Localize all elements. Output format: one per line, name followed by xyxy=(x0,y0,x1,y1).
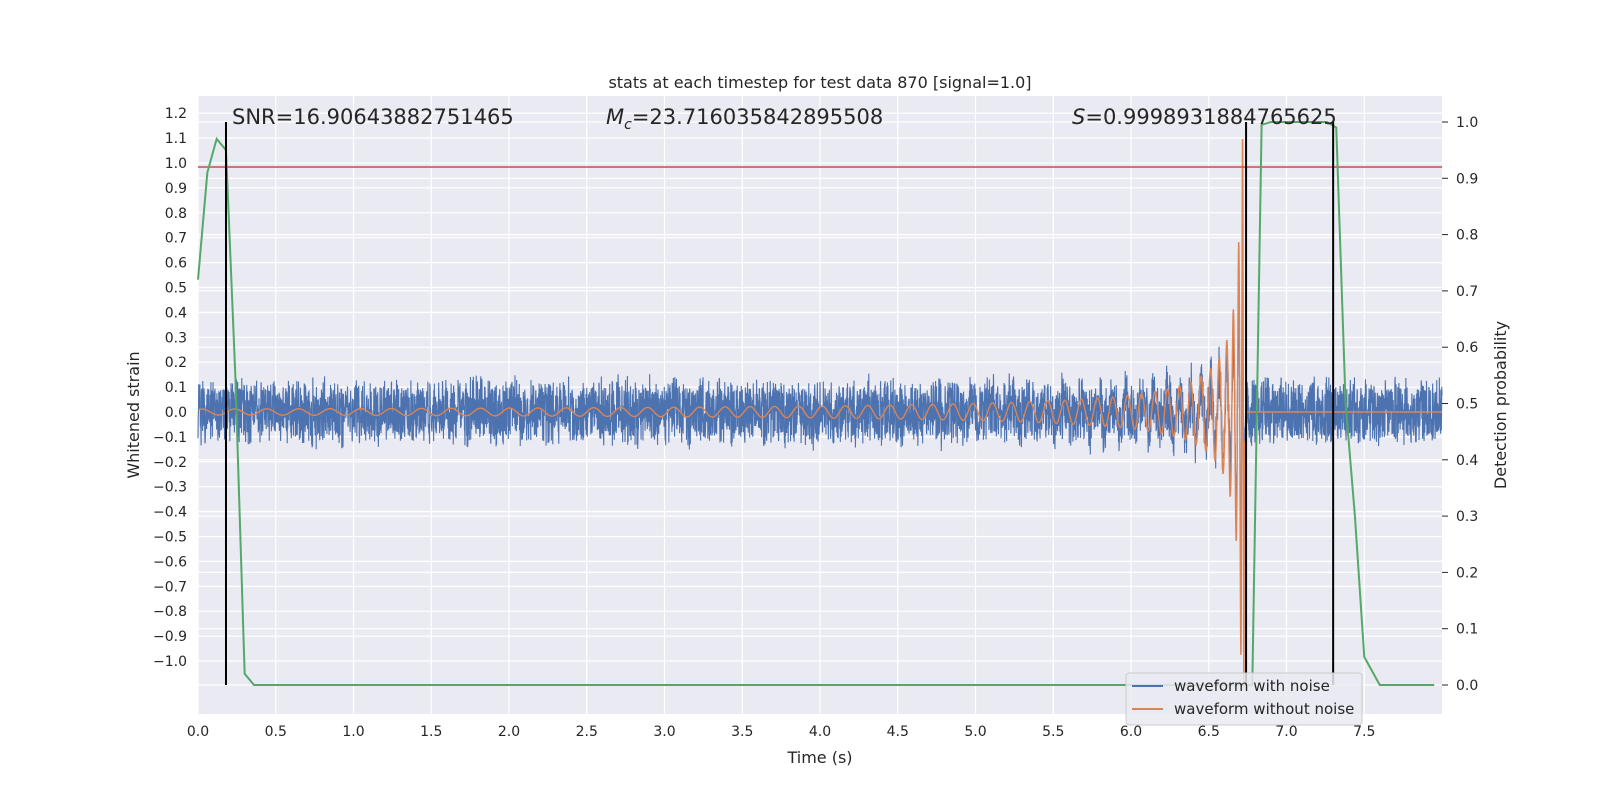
y-left-axis-ticks: 1.2 1.1 1.0 0.9 0.8 0.7 0.6 0.5 0.4 0.3 0.2 0.1 0.0 −… xyxy=(153,106,187,670)
y-right-tick-label: 0.3 xyxy=(1456,509,1478,525)
legend-box xyxy=(1125,672,1363,726)
y-left-tick-label: 0.6 xyxy=(165,256,187,272)
chirp-mass-subscript: c xyxy=(624,117,632,133)
series-detection-probability xyxy=(197,121,1435,686)
legend-label-noise: waveform with noise xyxy=(1174,677,1330,695)
y-left-tick-label: −0.7 xyxy=(153,579,187,595)
series-line-detection-probability xyxy=(197,121,1435,686)
x-axis-ticks: 0.0 0.5 1.0 1.5 2.0 2.5 3.0 3.5 4.0 4.5 5.0 5.5 6.0 6… xyxy=(187,724,1376,740)
y-left-tick-label: 0.0 xyxy=(165,405,187,421)
y-right-tick-label: 0.1 xyxy=(1456,622,1478,638)
y-left-tick-label: 0.7 xyxy=(165,231,187,247)
y-right-tick-label: 0.0 xyxy=(1456,678,1478,694)
score-annotation: S=0.9998931884765625 xyxy=(1072,105,1337,129)
x-tick-label: 7.5 xyxy=(1353,724,1375,740)
y-right-tick-label: 1.0 xyxy=(1456,115,1478,131)
x-tick-label: 4.0 xyxy=(809,724,831,740)
x-tick-label: 6.5 xyxy=(1198,724,1220,740)
y-left-tick-label: −0.3 xyxy=(153,480,187,496)
chart-title: stats at each timestep for test data 870… xyxy=(608,73,1031,92)
y-left-tick-label: 1.0 xyxy=(165,156,187,172)
x-tick-label: 5.5 xyxy=(1042,724,1064,740)
y-left-tick-label: 0.3 xyxy=(165,330,187,346)
y-left-tick-label: −0.5 xyxy=(153,530,187,546)
x-tick-label: 7.0 xyxy=(1275,724,1297,740)
x-tick-label: 3.5 xyxy=(731,724,753,740)
vertical-markers xyxy=(224,122,1335,685)
series-line-without-noise xyxy=(197,138,1442,689)
x-tick-label: 1.5 xyxy=(420,724,442,740)
score-symbol: S xyxy=(1072,105,1085,129)
chirp-mass-annotation: Mc=23.716035842895508 xyxy=(606,105,883,133)
x-axis-label: Time (s) xyxy=(786,748,852,767)
x-tick-label: 0.0 xyxy=(187,724,209,740)
y-left-tick-label: 0.2 xyxy=(165,355,187,371)
x-tick-label: 5.0 xyxy=(964,724,986,740)
y-left-tick-label: −0.6 xyxy=(153,554,187,570)
legend-label-clean: waveform without noise xyxy=(1174,700,1354,718)
y-left-tick-label: 1.2 xyxy=(165,106,187,122)
y-right-axis-ticks: 1.0 0.9 0.8 0.7 0.6 0.5 0.4 0.3 0.2 0.1 0.0 xyxy=(1442,115,1478,694)
chirp-mass-value: =23.716035842895508 xyxy=(632,105,883,129)
x-tick-label: 6.0 xyxy=(1120,724,1142,740)
series-waveform-without-noise xyxy=(197,138,1442,689)
y-left-tick-label: −0.8 xyxy=(153,604,187,620)
y-left-tick-label: −0.4 xyxy=(153,505,187,521)
y-left-tick-label: −0.9 xyxy=(153,629,187,645)
y-left-tick-label: 1.1 xyxy=(165,131,187,147)
y-left-tick-label: 0.5 xyxy=(165,281,187,297)
y-left-tick-label: 0.4 xyxy=(165,305,187,321)
y-left-tick-label: −0.1 xyxy=(153,430,187,446)
chirp-mass-symbol: M xyxy=(606,105,624,129)
y-right-tick-label: 0.8 xyxy=(1456,228,1478,244)
y-right-tick-label: 0.7 xyxy=(1456,284,1478,300)
x-tick-label: 1.0 xyxy=(342,724,364,740)
y-right-tick-label: 0.5 xyxy=(1456,397,1478,413)
y-right-tick-label: 0.9 xyxy=(1456,171,1478,187)
snr-annotation: SNR=16.90643882751465 xyxy=(232,105,514,129)
x-tick-label: 3.0 xyxy=(653,724,675,740)
y-right-tick-label: 0.6 xyxy=(1456,340,1478,356)
y-right-tick-label: 0.4 xyxy=(1456,453,1478,469)
y-left-tick-label: 0.8 xyxy=(165,206,187,222)
x-tick-label: 2.0 xyxy=(498,724,520,740)
y-left-tick-label: −1.0 xyxy=(153,654,187,670)
y-left-axis-label: Whitened strain xyxy=(124,351,143,478)
x-tick-label: 0.5 xyxy=(265,724,287,740)
y-left-tick-label: 0.1 xyxy=(165,380,187,396)
y-left-tick-label: 0.9 xyxy=(165,181,187,197)
y-right-axis-label: Detection probability xyxy=(1491,321,1510,489)
x-tick-label: 4.5 xyxy=(887,724,909,740)
y-right-tick-label: 0.2 xyxy=(1456,565,1478,581)
legend: waveform with noise waveform without noi… xyxy=(1125,672,1363,726)
score-value: =0.9998931884765625 xyxy=(1085,105,1336,129)
x-tick-label: 2.5 xyxy=(576,724,598,740)
y-left-tick-label: −0.2 xyxy=(153,455,187,471)
